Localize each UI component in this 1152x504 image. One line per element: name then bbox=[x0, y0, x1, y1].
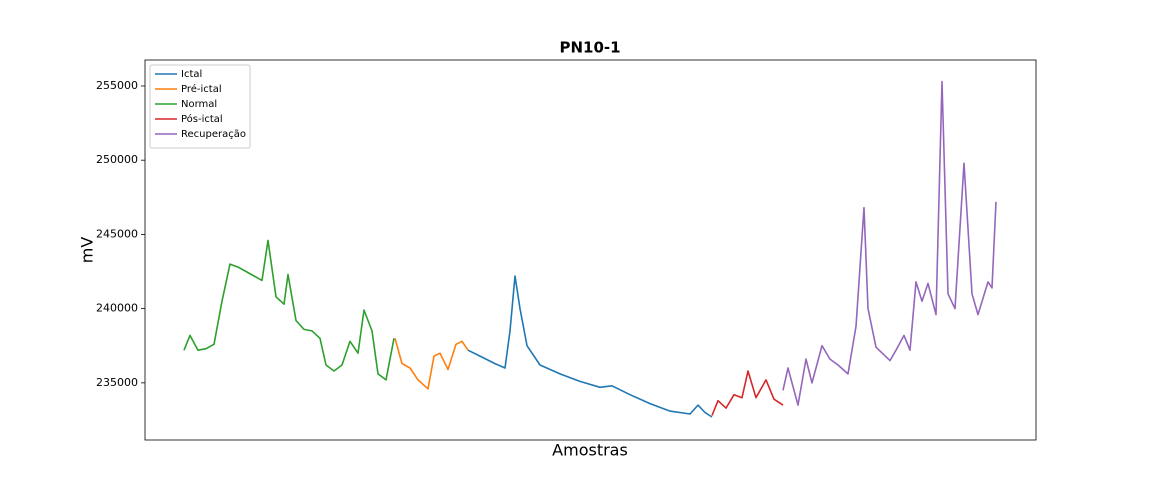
data-line bbox=[782, 80, 997, 406]
data-line bbox=[467, 275, 713, 418]
legend-label: Ictal bbox=[181, 69, 202, 80]
y-tick-label: 245000 bbox=[96, 227, 138, 240]
y-tick-label: 240000 bbox=[96, 302, 138, 315]
y-tick-label: 255000 bbox=[96, 79, 138, 92]
legend-label: Normal bbox=[181, 99, 217, 110]
legend-label: Recuperação bbox=[181, 129, 246, 140]
y-tick-label: 250000 bbox=[96, 153, 138, 166]
data-line bbox=[394, 338, 469, 390]
legend-label: Pré-ictal bbox=[181, 83, 222, 95]
data-line bbox=[183, 239, 395, 381]
chart-title: PN10-1 bbox=[559, 39, 620, 57]
plot-frame bbox=[144, 59, 1037, 441]
legend-label: Pós-ictal bbox=[181, 113, 223, 125]
legend-box bbox=[149, 64, 251, 149]
y-axis-label: mV bbox=[78, 237, 97, 264]
x-axis-label: Amostras bbox=[552, 441, 628, 460]
y-tick-label: 235000 bbox=[96, 376, 138, 389]
data-line bbox=[711, 370, 784, 416]
